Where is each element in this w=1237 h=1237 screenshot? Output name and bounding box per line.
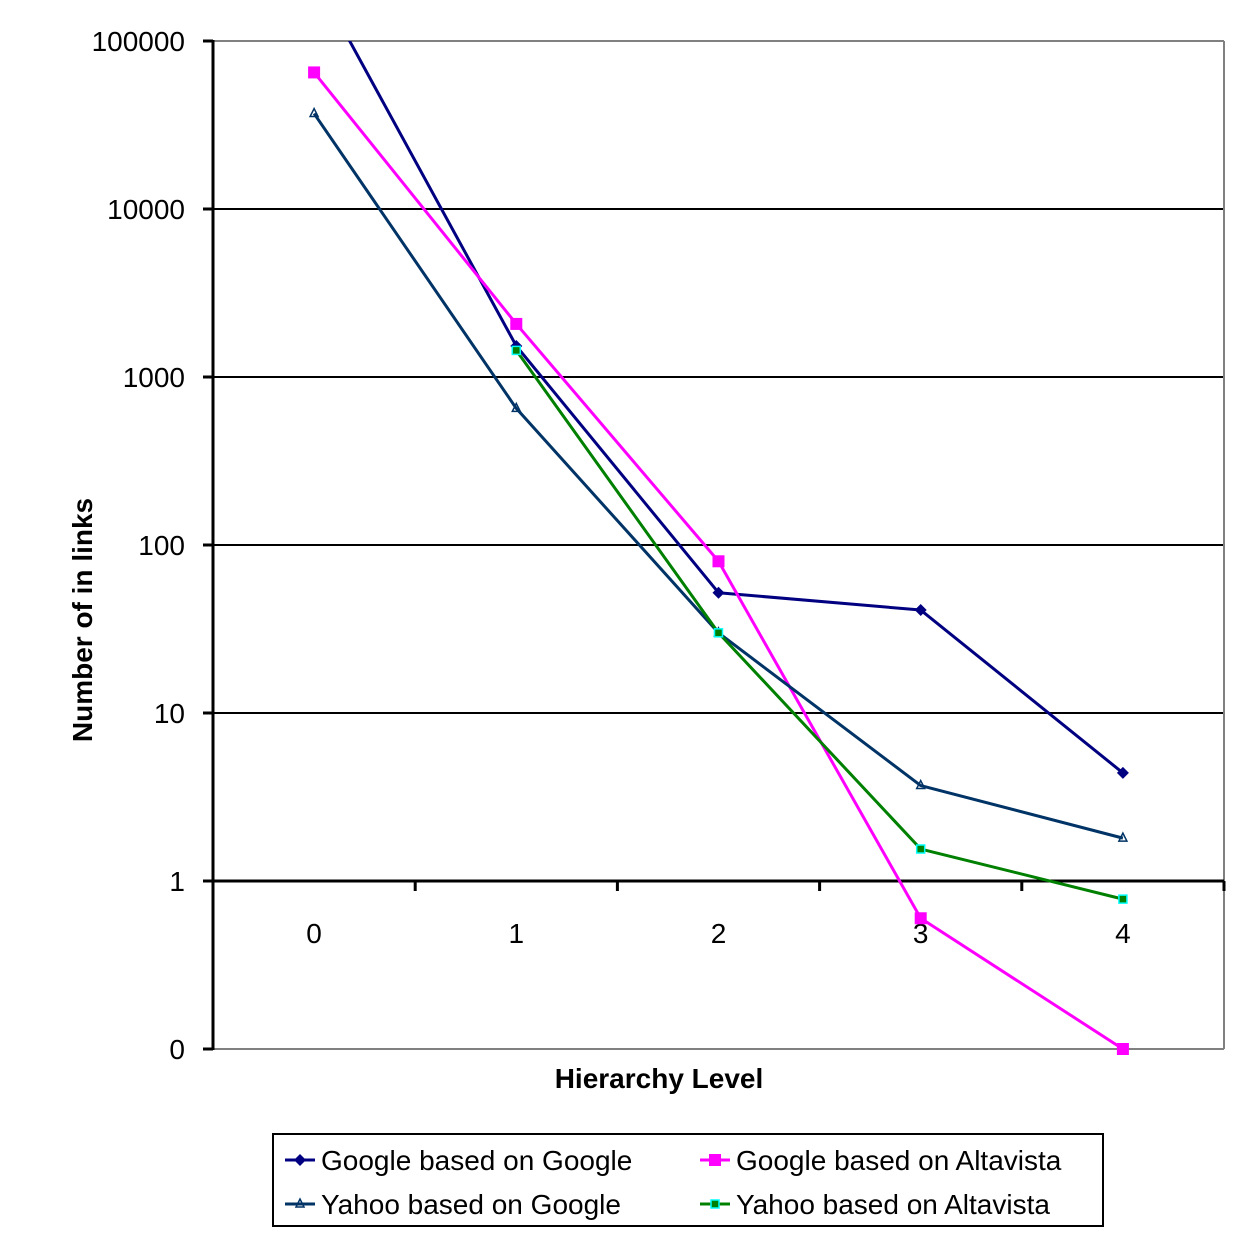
- y-tick-label: 100000: [92, 26, 185, 57]
- x-axis-title: Hierarchy Level: [555, 1063, 764, 1094]
- data-point: [294, 1197, 306, 1208]
- data-point: [511, 345, 522, 356]
- legend-label: Yahoo based on Altavista: [736, 1189, 1050, 1220]
- data-point: [915, 844, 926, 854]
- data-point: [308, 66, 321, 79]
- data-point: [713, 628, 724, 638]
- data-point: [710, 1199, 720, 1209]
- data-point: [709, 1154, 721, 1166]
- x-tick-label: 3: [913, 918, 929, 949]
- data-point: [1117, 831, 1129, 842]
- y-tick-label: 0: [169, 1034, 185, 1065]
- legend-label: Yahoo based on Google: [321, 1189, 621, 1220]
- y-tick-label: 1: [169, 866, 185, 897]
- data-point: [712, 586, 725, 599]
- legend-label: Google based on Google: [321, 1145, 632, 1176]
- series-line-3: [515, 349, 1124, 901]
- y-tick-label: 10000: [107, 194, 185, 225]
- data-point: [511, 401, 522, 413]
- data-point: [914, 604, 927, 617]
- data-point: [1116, 766, 1129, 779]
- y-tick-label: 100: [138, 530, 185, 561]
- data-point: [1116, 1043, 1129, 1055]
- data-point: [1118, 894, 1128, 904]
- data-point: [294, 1154, 306, 1166]
- data-point: [308, 106, 320, 118]
- y-tick-label: 1000: [123, 362, 185, 393]
- x-tick-label: 0: [306, 918, 322, 949]
- data-point: [914, 912, 927, 925]
- legend-box: [272, 1133, 1104, 1227]
- legend: Google based on Google Google based on Al…: [272, 1133, 1104, 1227]
- data-point: [712, 555, 725, 568]
- legend-label: Google based on Altavista: [736, 1145, 1062, 1176]
- data-point: [510, 317, 523, 330]
- y-tick-label: 10: [154, 698, 185, 729]
- y-axis-title: Number of in links: [67, 498, 98, 742]
- x-tick-label: 4: [1115, 918, 1131, 949]
- data-point: [915, 778, 926, 790]
- x-tick-label: 2: [711, 918, 727, 949]
- x-tick-label: 1: [509, 918, 525, 949]
